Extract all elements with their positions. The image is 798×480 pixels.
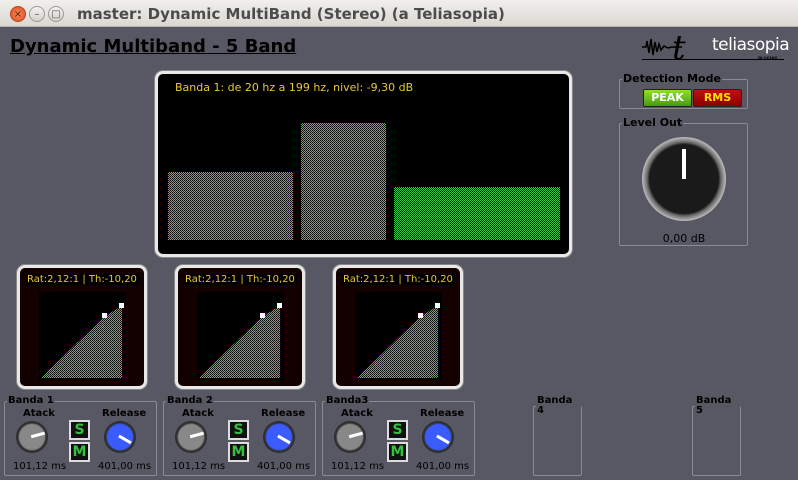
knob-indicator <box>30 431 46 439</box>
ratio-handle[interactable] <box>277 303 282 308</box>
transfer-curve-graph <box>41 303 124 378</box>
atack-knob[interactable] <box>175 421 207 453</box>
release-label: Release <box>102 408 147 419</box>
compressor-label: Rat:2,12:1 | Th:-10,20 <box>25 274 139 285</box>
band-group: Banda 4 <box>533 396 582 476</box>
mute-button[interactable]: M <box>387 442 408 462</box>
band-label: Banda 4 <box>537 395 573 416</box>
maximize-button[interactable]: □ <box>48 6 64 22</box>
compressor-display: Rat:2,12:1 | Th:-10,20 <box>175 265 305 389</box>
atack-knob[interactable] <box>16 421 48 453</box>
solo-button[interactable]: S <box>387 420 408 440</box>
knob-indicator <box>348 431 364 439</box>
transfer-curve-graph <box>199 303 282 378</box>
atack-value: 101,12 ms <box>172 461 226 472</box>
threshold-handle[interactable] <box>418 313 423 318</box>
release-knob[interactable] <box>263 421 295 453</box>
detection-mode-legend: Detection Mode <box>623 72 721 85</box>
close-button[interactable]: × <box>10 6 26 22</box>
release-value: 401,00 ms <box>98 461 152 472</box>
atack-label: Atack <box>341 408 373 419</box>
band-group: Banda 2 <box>163 396 316 476</box>
compressor-label: Rat:2,12:1 | Th:-10,20 <box>183 274 297 285</box>
spectrum-display: Banda 1: de 20 hz a 199 hz, nivel: -9,30… <box>155 71 572 257</box>
logo-mark: t <box>672 28 686 68</box>
atack-value: 101,12 ms <box>331 461 385 472</box>
level-out-value: 0,00 dB <box>662 232 706 245</box>
solo-button[interactable]: S <box>69 420 90 440</box>
mute-button[interactable]: M <box>228 442 249 462</box>
release-label: Release <box>420 408 465 419</box>
app-title: Dynamic Multiband - 5 Band <box>10 36 297 57</box>
atack-value: 101,12 ms <box>13 461 67 472</box>
ratio-handle[interactable] <box>435 303 440 308</box>
knob-indicator <box>277 434 291 445</box>
title-bar: × – □ master: Dynamic MultiBand (Stereo)… <box>0 0 798 27</box>
transfer-curve <box>355 292 442 380</box>
release-value: 401,00 ms <box>257 461 311 472</box>
release-value: 401,00 ms <box>416 461 470 472</box>
level-out-knob[interactable] <box>642 137 726 221</box>
knob-indicator <box>189 431 205 439</box>
band-group: Banda 1 <box>4 396 157 476</box>
knob-indicator <box>436 434 450 445</box>
spectrum-bar <box>301 123 386 240</box>
atack-label: Atack <box>182 408 214 419</box>
logo-name: teliasopia <box>712 35 790 55</box>
rms-button[interactable]: RMS <box>693 89 742 107</box>
release-label: Release <box>261 408 306 419</box>
peak-button[interactable]: PEAK <box>643 89 692 107</box>
logo-sub: PLUGINS <box>758 56 778 61</box>
knob-indicator <box>682 149 686 179</box>
logo-line <box>642 59 784 60</box>
compressor-display: Rat:2,12:1 | Th:-10,20 <box>333 265 463 389</box>
ratio-handle[interactable] <box>119 303 124 308</box>
spectrum-label: Banda 1: de 20 hz a 199 hz, nivel: -9,30… <box>175 81 414 94</box>
level-out-legend: Level Out <box>623 116 683 129</box>
transfer-curve-graph <box>357 303 440 378</box>
band-label: Banda 5 <box>696 395 732 416</box>
atack-label: Atack <box>23 408 55 419</box>
band-label: Banda3 <box>326 395 369 406</box>
band-group: Banda3 <box>322 396 475 476</box>
solo-button[interactable]: S <box>228 420 249 440</box>
knob-indicator <box>118 434 132 445</box>
band-label: Banda 1 <box>8 395 54 406</box>
threshold-handle[interactable] <box>260 313 265 318</box>
transfer-curve <box>39 292 126 380</box>
compressor-label: Rat:2,12:1 | Th:-10,20 <box>341 274 455 285</box>
mute-button[interactable]: M <box>69 442 90 462</box>
minimize-button[interactable]: – <box>29 6 45 22</box>
release-knob[interactable] <box>104 421 136 453</box>
transfer-curve <box>197 292 284 380</box>
waveform-icon <box>642 38 682 56</box>
spectrum-bar <box>394 187 560 240</box>
detection-mode-group: Detection Mode <box>619 72 748 109</box>
level-out-group: Level Out <box>619 116 748 246</box>
compressor-display: Rat:2,12:1 | Th:-10,20 <box>17 265 147 389</box>
window-title: master: Dynamic MultiBand (Stereo) (a Te… <box>77 5 505 23</box>
band-label: Banda 2 <box>167 395 213 406</box>
release-knob[interactable] <box>422 421 454 453</box>
spectrum-bar <box>168 172 293 240</box>
threshold-handle[interactable] <box>102 313 107 318</box>
atack-knob[interactable] <box>334 421 366 453</box>
band-group: Banda 5 <box>692 396 741 476</box>
